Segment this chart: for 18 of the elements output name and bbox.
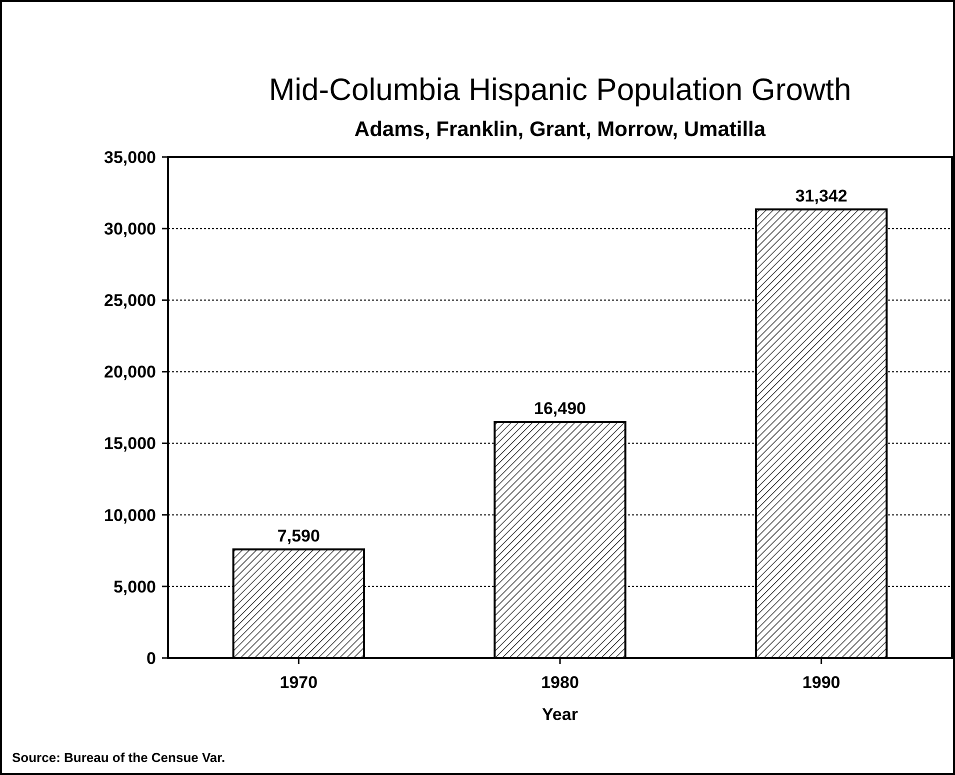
x-tick-label: 1990: [802, 673, 840, 692]
y-tick-label: 15,000: [104, 434, 156, 454]
y-tick-label: 20,000: [104, 362, 156, 382]
y-tick-label: 25,000: [104, 291, 156, 310]
x-axis-title: Year: [542, 705, 578, 724]
y-tick-label: 5,000: [113, 577, 156, 596]
data-label: 7,590: [277, 526, 320, 546]
source-note: Source: Bureau of the Censue Var.: [12, 750, 226, 765]
y-tick-label: 35,000: [104, 148, 156, 167]
y-tick-label: 30,000: [104, 220, 156, 239]
data-label: 31,342: [795, 186, 848, 206]
x-tick-label: 1980: [541, 673, 579, 692]
chart-subtitle: Adams, Franklin, Grant, Morrow, Umatilla: [354, 118, 766, 141]
data-label: 16,490: [534, 398, 586, 418]
chart-title: Mid-Columbia Hispanic Population Growth: [268, 72, 852, 107]
y-tick-label: 10,000: [104, 506, 156, 525]
y-tick-label: 0: [146, 648, 156, 668]
x-tick-label: 1970: [280, 673, 318, 692]
